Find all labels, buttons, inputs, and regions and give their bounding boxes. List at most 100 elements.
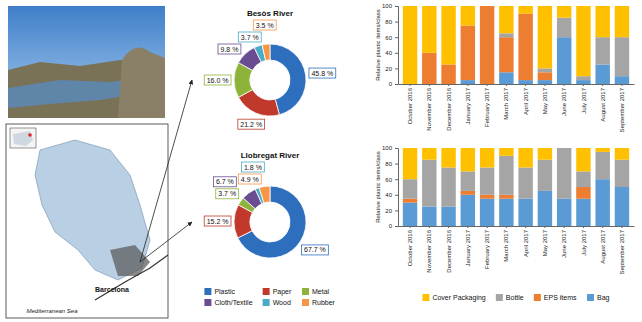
data-label-text: 15.2 % bbox=[207, 218, 229, 225]
tick-label: June 2017 bbox=[561, 87, 567, 116]
bar-segment bbox=[557, 199, 571, 226]
tick-mark bbox=[395, 179, 398, 180]
bar-segment bbox=[422, 207, 436, 227]
legend-label: Metal bbox=[312, 288, 330, 295]
slice bbox=[262, 44, 270, 60]
tick: 100 bbox=[382, 145, 398, 151]
bar-segment bbox=[538, 68, 552, 72]
bar-segment bbox=[518, 199, 532, 226]
data-label-text: 9.8 % bbox=[221, 46, 239, 53]
data-label-box bbox=[204, 75, 231, 85]
photo bbox=[8, 6, 165, 118]
legend-swatch bbox=[204, 288, 211, 295]
bar-segment bbox=[518, 168, 532, 199]
bar-segment bbox=[461, 6, 475, 26]
tick: May 2017 bbox=[542, 84, 548, 114]
legend-swatch bbox=[263, 288, 270, 295]
tick-label: November 2016 bbox=[426, 87, 432, 130]
data-label-box bbox=[302, 245, 329, 255]
bar-segment bbox=[615, 148, 629, 160]
tick: March 2017 bbox=[503, 84, 509, 120]
legend-swatch bbox=[204, 299, 211, 306]
tick-mark bbox=[448, 84, 449, 86]
bar-segment bbox=[538, 80, 552, 84]
donut-chart: Llobregat River67.7 %15.2 %3.7 %6.7 %1.8… bbox=[204, 151, 328, 258]
data-label: 6.7 % bbox=[213, 177, 236, 187]
tick-mark bbox=[621, 226, 622, 228]
tick-label: March 2017 bbox=[503, 229, 509, 261]
tick: April 2017 bbox=[523, 226, 529, 257]
tick: December 2016 bbox=[446, 226, 452, 273]
tick: August 2017 bbox=[600, 84, 606, 122]
bar-segment bbox=[499, 195, 513, 199]
legend-entry: Bag bbox=[587, 294, 610, 302]
legend-label: EPS items bbox=[544, 294, 577, 301]
bar-segment bbox=[576, 199, 590, 226]
tick-mark bbox=[395, 68, 398, 69]
legend-entry: Cloth/Textile bbox=[204, 299, 252, 306]
tick: May 2017 bbox=[542, 226, 548, 256]
bar-segment bbox=[576, 171, 590, 187]
data-label-box bbox=[241, 162, 264, 172]
tick-label: 80 bbox=[385, 161, 392, 167]
tick: November 2016 bbox=[426, 84, 432, 131]
figure: BarcelonaMediterranean SeaBesòs River45.… bbox=[0, 0, 642, 322]
tick-label: November 2016 bbox=[426, 229, 432, 272]
bar-segment bbox=[441, 207, 455, 227]
bar-segment bbox=[615, 187, 629, 226]
data-label-box bbox=[213, 177, 236, 187]
map-sea-label: Mediterranean Sea bbox=[26, 308, 78, 314]
bar-segment bbox=[422, 148, 436, 160]
tick-mark bbox=[564, 226, 565, 228]
bar-segment bbox=[576, 6, 590, 76]
bar-segment bbox=[595, 65, 609, 85]
tick: July 2017 bbox=[581, 84, 587, 114]
bar-segment bbox=[461, 171, 475, 191]
tick-mark bbox=[583, 84, 584, 86]
legend-swatch bbox=[534, 294, 541, 301]
map-arrow bbox=[140, 80, 192, 262]
data-label-box bbox=[238, 174, 261, 184]
tick: 20 bbox=[385, 208, 398, 214]
series bbox=[403, 148, 629, 207]
bar-segment bbox=[595, 152, 609, 179]
data-label-box bbox=[216, 189, 239, 199]
bar-segment bbox=[557, 148, 571, 149]
bar-segment bbox=[615, 37, 629, 76]
x-axis: October 2016November 2016December 2016Ja… bbox=[399, 226, 635, 274]
tick: 60 bbox=[385, 35, 398, 41]
bar-segment bbox=[403, 179, 417, 199]
tick-label: 40 bbox=[385, 192, 392, 198]
tick-mark bbox=[395, 6, 398, 7]
tick: August 2017 bbox=[600, 226, 606, 264]
data-label: 15.2 % bbox=[204, 216, 231, 226]
data-label-text: 3.7 % bbox=[241, 34, 259, 41]
data-label: 67.7 % bbox=[302, 245, 329, 255]
slices bbox=[234, 44, 306, 116]
data-labels: 45.8 %21.2 %16.0 %9.8 %3.7 %3.5 % bbox=[204, 20, 336, 129]
tick: January 2017 bbox=[465, 84, 471, 124]
tick: February 2017 bbox=[484, 226, 490, 269]
tick: 60 bbox=[385, 177, 398, 183]
tick-label: December 2016 bbox=[446, 229, 452, 272]
tick-mark bbox=[410, 226, 411, 228]
bar-segment bbox=[576, 148, 590, 171]
bar-segment bbox=[441, 148, 455, 168]
bar-segment bbox=[499, 199, 513, 226]
tick-label: August 2017 bbox=[600, 229, 606, 263]
data-label-box bbox=[253, 20, 276, 30]
tick: October 2016 bbox=[407, 84, 413, 124]
data-label: 21.2 % bbox=[238, 119, 265, 129]
tick-mark bbox=[544, 84, 545, 86]
tick-mark bbox=[602, 84, 603, 86]
bar-chart: 020406080100October 2016November 2016Dec… bbox=[375, 145, 635, 274]
tick-mark bbox=[506, 84, 507, 86]
axis-line bbox=[395, 149, 399, 227]
tick-label: July 2017 bbox=[581, 87, 587, 113]
tick-label: 20 bbox=[385, 208, 392, 214]
bar-segment bbox=[557, 37, 571, 84]
y-axis: 020406080100 bbox=[382, 3, 399, 87]
bar-segment bbox=[518, 80, 532, 84]
data-label-text: 1.8 % bbox=[244, 164, 262, 171]
legend-entry: EPS items bbox=[534, 294, 577, 301]
